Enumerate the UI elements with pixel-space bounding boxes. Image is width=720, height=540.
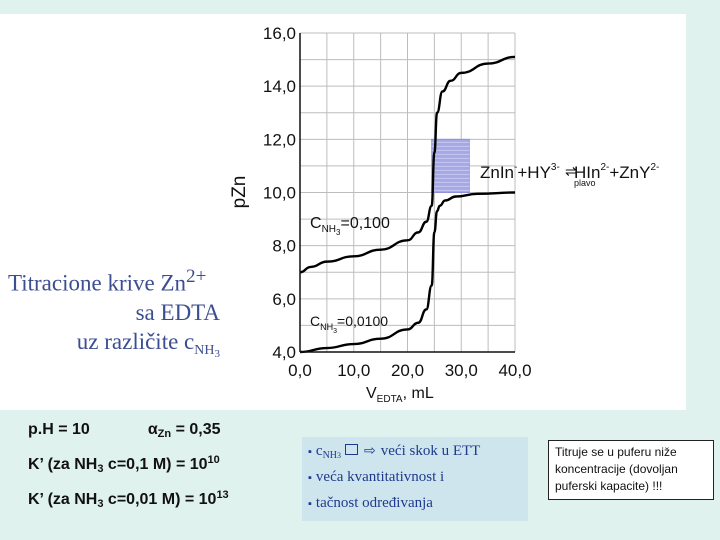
x-axis-label-main: V xyxy=(366,385,377,402)
reaction-reactant1: ZnIn xyxy=(480,163,514,182)
series-label-high: CNH3=0,100 xyxy=(310,215,390,237)
bullet-dot-icon: ▪ xyxy=(308,472,312,484)
k2-sub: 3 xyxy=(97,498,104,510)
series-label-high-value: =0,100 xyxy=(340,215,389,232)
bullet-1-text: veći skok u ETT xyxy=(380,443,481,459)
chart-title-line3-subsub: 3 xyxy=(214,347,221,360)
chart-title: Titracione krive Zn2+ sa EDTA uz različi… xyxy=(8,262,220,369)
reaction-color-note: plavo xyxy=(574,178,596,188)
x-tick-label: 30,0 xyxy=(445,361,478,380)
x-axis-label-sub: EDTA xyxy=(377,394,403,405)
series-line-nh3-0100 xyxy=(299,55,516,274)
x-axis-label: VEDTA, mL xyxy=(366,385,434,405)
chart-title-line3: uz različite cNH3 xyxy=(8,327,220,369)
note-line-1: Titruje se u puferu niže xyxy=(555,445,677,459)
ph-value: p.H = 10 xyxy=(28,421,90,438)
bullet-3: ▪ tačnost određivanja xyxy=(308,495,433,512)
alpha-sub: Zn xyxy=(157,428,172,440)
axes xyxy=(299,33,515,353)
k-row-2: K’ (za NH3 c=0,01 M) = 1013 xyxy=(28,482,318,517)
k2-prefix: K’ (za NH xyxy=(28,491,98,508)
reaction-product2-charge: 2- xyxy=(650,162,659,173)
k2-mid: c=0,01 M) = 10 xyxy=(107,491,217,508)
figure-panel xyxy=(0,14,686,410)
x-tick-label: 40,0 xyxy=(498,361,531,380)
y-tick-label: 16,0 xyxy=(263,24,296,43)
bullet-1-sub-text: NH xyxy=(322,450,338,461)
k1-sup: 10 xyxy=(207,454,220,466)
chart-title-line3-text: uz različite c xyxy=(76,328,195,354)
bullet-1-subsub: 3 xyxy=(337,451,342,460)
bullet-box: ▪ cNH3 ⇨ veći skok u ETT ▪ veća kvantitativn… xyxy=(302,437,528,521)
chart-title-line1-sup: 2+ xyxy=(186,266,207,287)
note-line-3: puferski kapacite) !!! xyxy=(555,479,663,493)
series-label-low: CNH3=0,0100 xyxy=(310,313,388,335)
k1-sub: 3 xyxy=(97,463,104,475)
reaction-arrow: ⇌ xyxy=(565,163,577,179)
x-tick-label: 10,0 xyxy=(337,361,370,380)
chart-title-line1: Titracione krive Zn2+ xyxy=(8,262,220,298)
y-tick-label: 8,0 xyxy=(272,237,296,256)
reaction-annotation: ZnIn-+HY3- ⇌ HIn2-+ZnY2- plavo xyxy=(480,162,659,188)
bullet-1-sub: NH3 xyxy=(323,450,341,461)
conditions-notes: p.H = 10 αZn = 0,35 K’ (za NH3 c=0,1 M) =… xyxy=(28,417,318,517)
reaction-product1-charge: 2- xyxy=(600,162,609,173)
buffer-note-box: Titruje se u puferu niže koncentracije (… xyxy=(548,440,714,500)
bullet-2: ▪ veća kvantitativnost i xyxy=(308,469,444,486)
series-label-high-subsub: 3 xyxy=(336,228,341,237)
reaction-product1: HIn xyxy=(574,163,600,182)
reaction-plus1: +HY xyxy=(517,163,551,182)
k1-mid: c=0,1 M) = 10 xyxy=(107,456,208,473)
chart-title-line3-sub: NH3 xyxy=(194,342,221,360)
series-label-high-c: C xyxy=(310,215,322,232)
y-axis-label: pZn xyxy=(229,176,250,209)
svg-text:HIn2-+ZnY2-: HIn2-+ZnY2- xyxy=(574,162,659,182)
series-label-low-c: C xyxy=(310,313,320,329)
y-tick-label: 6,0 xyxy=(272,290,296,309)
y-tick-label: 4,0 xyxy=(272,343,296,362)
reaction-reactant1-charge: - xyxy=(514,162,517,173)
k-row-1: K’ (za NH3 c=0,1 M) = 1010 xyxy=(28,447,318,482)
y-tick-label: 10,0 xyxy=(263,184,296,203)
x-tick-label: 20,0 xyxy=(391,361,424,380)
grid xyxy=(299,32,516,353)
reaction-plus2: +ZnY xyxy=(609,163,650,182)
bullet-3-text: tačnost određivanja xyxy=(315,495,433,511)
alpha-number: = 0,35 xyxy=(175,421,221,438)
bullet-1: ▪ cNH3 ⇨ veći skok u ETT xyxy=(308,443,480,461)
x-axis-label-unit: , mL xyxy=(403,385,434,402)
series-label-low-sub: NH xyxy=(320,322,333,332)
chart-title-line2: sa EDTA xyxy=(135,299,220,325)
chart-title-line3-sub-text: NH xyxy=(194,342,215,358)
series-line-nh3-00100 xyxy=(299,191,516,354)
alpha-symbol: α xyxy=(147,421,158,438)
bullet-2-text: veća kvantitativnost i xyxy=(315,469,445,485)
hollow-arrow-up-icon xyxy=(345,444,359,455)
y-tick-label: 12,0 xyxy=(263,130,296,149)
arrow-right-icon: ⇨ xyxy=(364,444,376,459)
note-line-2: koncentracije (dovoljan xyxy=(555,462,678,476)
tick-labels: 0,0 10,0 20,0 30,0 40,0 4,0 6,0 8,0 10,0 12,0 14,0… xyxy=(263,24,532,380)
chart-title-line1-text: Titracione krive Zn xyxy=(8,270,187,296)
x-tick-label: 0,0 xyxy=(288,361,312,380)
y-tick-label: 14,0 xyxy=(263,77,296,96)
reaction-reactant2-charge: 3- xyxy=(551,162,560,173)
bullet-dot-icon: ▪ xyxy=(308,498,312,510)
alpha-value: αZn = 0,35 xyxy=(147,421,221,440)
svg-text:ZnIn-+HY3-: ZnIn-+HY3- xyxy=(480,162,560,182)
series-layer xyxy=(299,55,516,354)
k1-prefix: K’ (za NH xyxy=(28,456,98,473)
bullet-1-c: c xyxy=(315,443,323,459)
series-label-high-sub: NH xyxy=(322,224,336,235)
bullet-dot-icon: ▪ xyxy=(308,446,312,458)
ph-alpha-row: p.H = 10 αZn = 0,35 xyxy=(28,417,318,447)
series-label-low-subsub: 3 xyxy=(333,328,337,335)
k2-sup: 13 xyxy=(216,489,229,501)
band-pattern xyxy=(431,141,470,191)
series-label-low-value: =0,0100 xyxy=(337,313,388,329)
